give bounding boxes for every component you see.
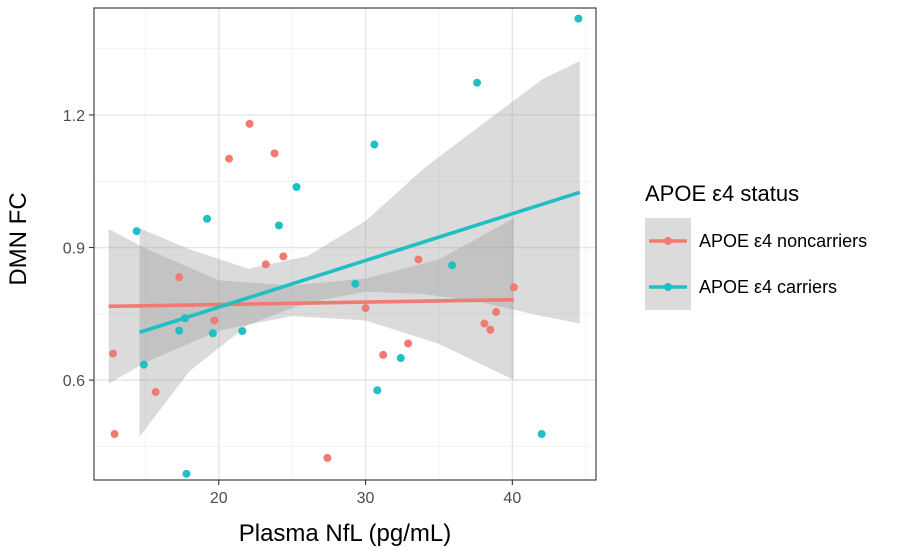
data-point-1: [370, 140, 379, 149]
data-point-0: [261, 260, 270, 269]
confidence-band-1: [139, 61, 580, 437]
legend-title: APOE ε4 status: [645, 181, 799, 206]
legend: APOE ε4 status APOE ε4 noncarriers APOE ε…: [645, 181, 867, 310]
fit-lines: [108, 190, 581, 335]
confidence-bands: [108, 61, 580, 437]
data-point-1: [537, 430, 546, 439]
data-point-1: [574, 14, 583, 23]
data-point-0: [379, 350, 388, 359]
x-tick-label: 40: [503, 490, 521, 507]
fit-line-0: [108, 297, 514, 309]
data-point-1: [175, 326, 184, 335]
major-gridlines: [94, 8, 596, 480]
data-point-0: [414, 255, 423, 264]
confidence-band-0: [108, 218, 514, 384]
panel-border: [93, 7, 597, 481]
data-point-0: [492, 308, 501, 317]
data-point-0: [486, 325, 495, 334]
data-point-1: [351, 279, 360, 288]
x-tick-label: 30: [357, 490, 375, 507]
data-point-0: [404, 339, 413, 348]
data-point-1: [132, 227, 141, 236]
fit-line-1: [138, 190, 581, 335]
data-point-0: [110, 430, 119, 439]
data-point-1: [274, 221, 283, 230]
data-point-0: [279, 252, 288, 261]
data-point-0: [210, 316, 219, 325]
data-point-1: [182, 469, 191, 478]
data-point-1: [396, 354, 405, 363]
data-point-1: [139, 360, 148, 369]
data-point-0: [270, 149, 279, 158]
legend-label: APOE ε4 noncarriers: [699, 231, 867, 251]
data-points: [109, 14, 583, 478]
data-point-0: [225, 154, 234, 163]
legend-key-point: [664, 283, 672, 291]
data-point-1: [373, 386, 382, 395]
data-point-0: [245, 119, 254, 128]
data-point-0: [323, 453, 332, 462]
y-tick-label: 0.6: [63, 373, 85, 390]
data-point-1: [448, 261, 457, 270]
data-point-0: [175, 273, 184, 282]
data-point-1: [181, 314, 190, 323]
data-point-1: [203, 214, 212, 223]
y-axis-title: DMN FC: [5, 192, 32, 285]
y-axis-ticks: 0.6 0.9 1.2: [63, 108, 94, 390]
x-axis-title: Plasma NfL (pg/mL): [239, 520, 452, 547]
data-point-1: [292, 182, 301, 191]
data-point-1: [473, 78, 482, 87]
y-tick-label: 0.9: [63, 241, 85, 258]
x-tick-label: 20: [210, 490, 228, 507]
data-point-0: [151, 388, 160, 397]
data-point-0: [480, 319, 489, 328]
data-point-0: [361, 304, 370, 313]
data-point-0: [509, 283, 518, 292]
data-point-0: [109, 349, 118, 358]
legend-label: APOE ε4 carriers: [699, 277, 837, 297]
data-point-1: [208, 329, 217, 338]
data-point-1: [238, 327, 247, 336]
legend-key-point: [664, 237, 672, 245]
y-tick-label: 1.2: [63, 108, 85, 125]
x-axis-ticks: 20 30 40: [210, 480, 521, 507]
